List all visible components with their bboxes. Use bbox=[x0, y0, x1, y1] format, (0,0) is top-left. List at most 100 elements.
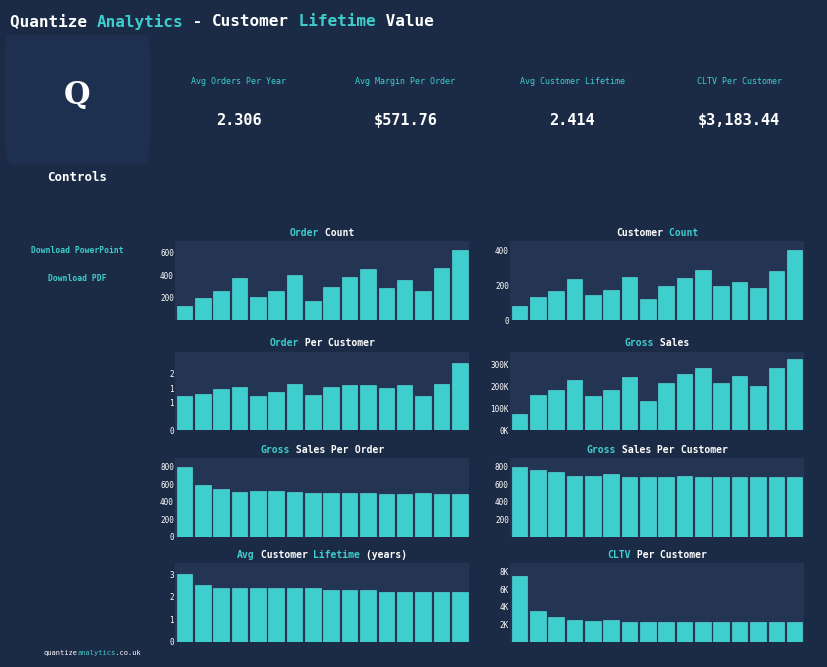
Bar bbox=[250, 396, 265, 430]
Text: Count: Count bbox=[319, 228, 355, 238]
Text: Order: Order bbox=[348, 445, 384, 455]
Bar bbox=[452, 592, 467, 642]
Bar bbox=[786, 250, 802, 320]
Bar bbox=[676, 476, 692, 537]
Bar bbox=[696, 622, 710, 642]
Bar bbox=[696, 368, 710, 430]
Bar bbox=[433, 592, 449, 642]
Bar bbox=[585, 295, 600, 320]
Text: Avg: Avg bbox=[237, 550, 255, 560]
Bar bbox=[622, 477, 638, 537]
Bar bbox=[287, 275, 303, 320]
Bar bbox=[530, 297, 546, 320]
Bar bbox=[433, 268, 449, 320]
Text: Avg Orders Per Year: Avg Orders Per Year bbox=[191, 77, 286, 86]
Bar bbox=[213, 489, 229, 537]
Text: Download PowerPoint: Download PowerPoint bbox=[31, 245, 124, 255]
Bar bbox=[323, 493, 339, 537]
Bar bbox=[323, 287, 339, 320]
Bar bbox=[195, 486, 211, 537]
Text: Order: Order bbox=[289, 228, 319, 238]
Text: Per: Per bbox=[651, 445, 675, 455]
Text: Sales: Sales bbox=[616, 445, 651, 455]
Bar bbox=[232, 492, 247, 537]
Bar bbox=[379, 592, 394, 642]
Bar bbox=[342, 493, 357, 537]
Bar bbox=[786, 359, 802, 430]
Bar bbox=[415, 291, 431, 320]
Text: Gross: Gross bbox=[261, 445, 289, 455]
Bar bbox=[415, 592, 431, 642]
Bar bbox=[566, 380, 582, 430]
Bar bbox=[269, 392, 284, 430]
Bar bbox=[530, 470, 546, 537]
Bar bbox=[786, 478, 802, 537]
Bar bbox=[379, 494, 394, 537]
Bar bbox=[323, 387, 339, 430]
Bar bbox=[768, 368, 784, 430]
Text: $571.76: $571.76 bbox=[374, 113, 437, 129]
Bar bbox=[714, 286, 729, 320]
Bar bbox=[512, 306, 528, 320]
Bar bbox=[269, 492, 284, 537]
Bar bbox=[714, 478, 729, 537]
Bar bbox=[676, 622, 692, 642]
Bar bbox=[676, 374, 692, 430]
Text: Value: Value bbox=[375, 15, 433, 29]
Bar bbox=[750, 622, 766, 642]
Text: Gross: Gross bbox=[624, 338, 654, 348]
Text: 2.306: 2.306 bbox=[216, 113, 261, 129]
Bar bbox=[750, 287, 766, 320]
Text: 2.414: 2.414 bbox=[549, 113, 595, 129]
Bar bbox=[415, 493, 431, 537]
Bar bbox=[195, 297, 211, 320]
Bar bbox=[213, 291, 229, 320]
Text: Gross: Gross bbox=[586, 445, 616, 455]
Text: CLTV: CLTV bbox=[607, 550, 631, 560]
Bar bbox=[305, 395, 321, 430]
Bar bbox=[232, 588, 247, 642]
Bar bbox=[512, 576, 528, 642]
Bar bbox=[548, 390, 564, 430]
Bar bbox=[696, 270, 710, 320]
Text: Per: Per bbox=[299, 338, 322, 348]
Text: Q: Q bbox=[64, 80, 91, 111]
Text: Order: Order bbox=[270, 338, 299, 348]
Bar bbox=[305, 493, 321, 537]
Bar bbox=[177, 305, 193, 320]
Text: Customer: Customer bbox=[654, 550, 707, 560]
Bar bbox=[530, 611, 546, 642]
Text: .co.uk: .co.uk bbox=[78, 650, 141, 656]
Bar bbox=[512, 414, 528, 430]
Text: Sales: Sales bbox=[289, 445, 325, 455]
Bar bbox=[361, 590, 375, 642]
Bar bbox=[287, 384, 303, 430]
Bar bbox=[323, 590, 339, 642]
Bar bbox=[566, 279, 582, 320]
Bar bbox=[361, 269, 375, 320]
Bar bbox=[658, 384, 674, 430]
Bar bbox=[640, 299, 656, 320]
Bar bbox=[342, 277, 357, 320]
Bar bbox=[768, 622, 784, 642]
Bar bbox=[342, 590, 357, 642]
Bar bbox=[622, 277, 638, 320]
Bar bbox=[232, 278, 247, 320]
Bar bbox=[786, 622, 802, 642]
Bar bbox=[750, 386, 766, 430]
Bar bbox=[604, 620, 619, 642]
Bar bbox=[622, 622, 638, 642]
Bar bbox=[604, 289, 619, 320]
Bar bbox=[232, 387, 247, 430]
Bar bbox=[732, 622, 748, 642]
Bar bbox=[714, 622, 729, 642]
Bar bbox=[361, 493, 375, 537]
Bar bbox=[177, 574, 193, 642]
Text: $3,183.44: $3,183.44 bbox=[698, 113, 780, 129]
Text: Lifetime: Lifetime bbox=[308, 550, 361, 560]
Bar bbox=[658, 286, 674, 320]
Bar bbox=[585, 476, 600, 537]
Bar bbox=[287, 492, 303, 537]
Bar bbox=[195, 586, 211, 642]
Text: Avg Margin Per Order: Avg Margin Per Order bbox=[356, 77, 456, 86]
